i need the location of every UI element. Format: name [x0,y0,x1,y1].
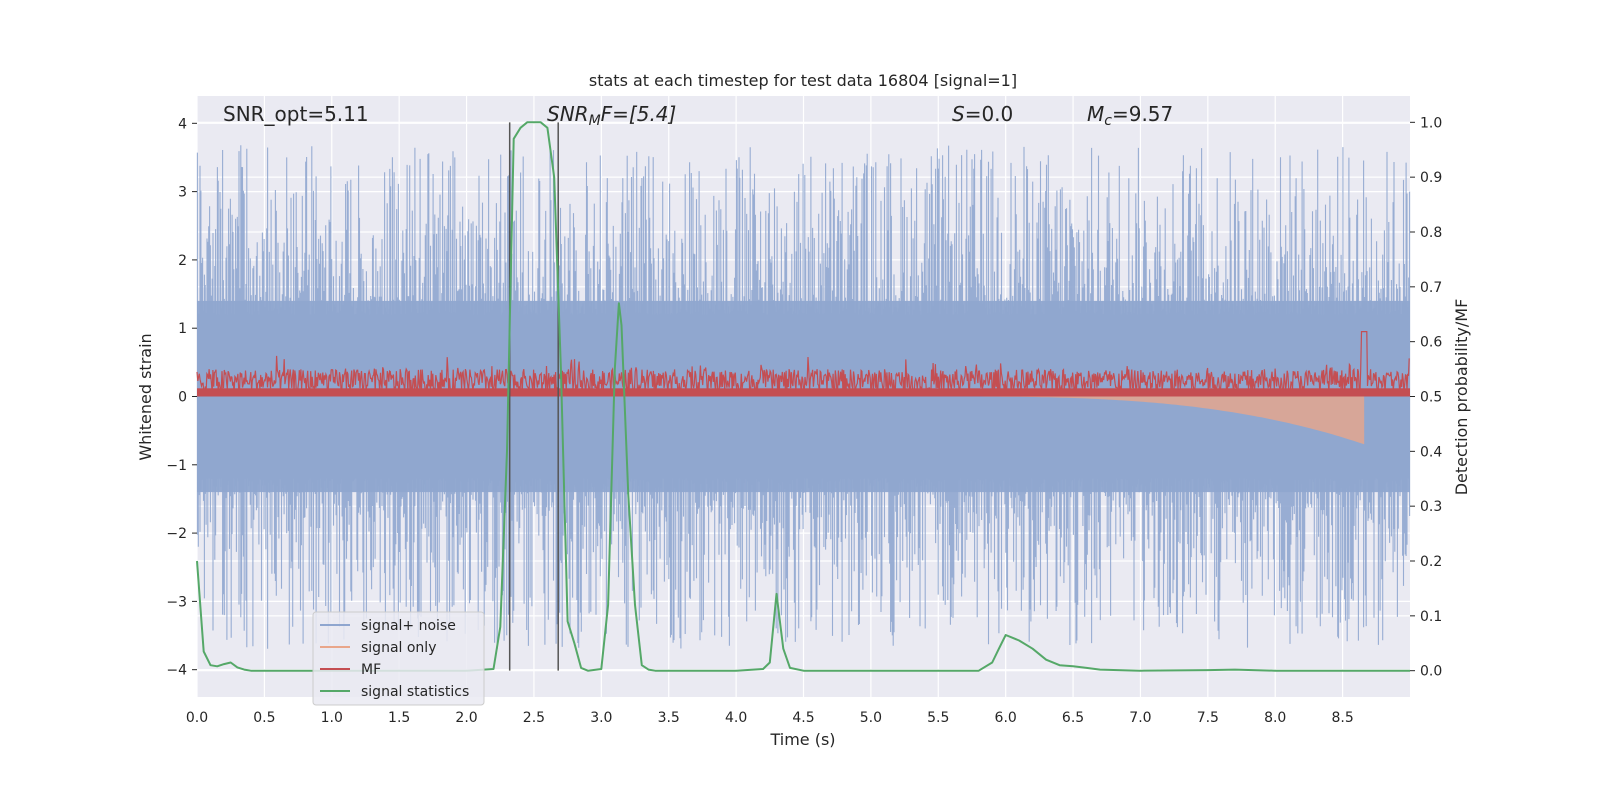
signal-only-trace [938,396,1365,445]
y-left-tick-label: −4 [166,663,187,679]
x-tick-label: 6.0 [995,710,1017,726]
y-left-tick-labels: 4 3 2 1 0 −1 −2 −3 −4 [166,116,197,679]
y-left-tick-label: 0 [178,390,187,406]
y-right-tick-label: 0.3 [1420,499,1442,515]
x-tick-label: 1.5 [388,710,410,726]
y-right-tick-label: 0.6 [1420,335,1442,351]
y-left-tick-label: 3 [178,185,187,201]
x-tick-label: 4.0 [725,710,747,726]
y-left-tick-label: 1 [178,321,187,337]
x-tick-label: 5.0 [860,710,882,726]
x-tick-label: 7.0 [1129,710,1151,726]
y-right-tick-labels: 1.0 0.9 0.8 0.7 0.6 0.5 0.4 0.3 0.2 0.1 0.0 [1410,115,1442,680]
y-left-tick-label: 4 [178,116,187,132]
window-markers [508,122,559,671]
x-tick-label: 7.5 [1197,710,1219,726]
y-right-tick-label: 0.8 [1420,225,1442,241]
x-tick-label: 1.0 [321,710,343,726]
y-left-tick-label: 2 [178,253,187,269]
y-right-tick-label: 0.5 [1420,390,1442,406]
legend-label-signal-noise: signal+ noise [361,618,456,634]
x-axis-label: Time (s) [769,730,835,749]
y-right-tick-label: 0.7 [1420,280,1442,296]
legend-box [312,611,485,706]
x-tick-label: 8.0 [1264,710,1286,726]
y-right-tick-label: 0.9 [1420,170,1442,186]
x-tick-label: 3.0 [590,710,612,726]
y-right-tick-label: 0.0 [1420,664,1442,680]
s-annotation: S=0.0 [952,102,1013,126]
x-tick-label: 2.0 [455,710,477,726]
legend: signal+ noise signal only MF signal stat… [312,611,485,706]
signal-only-series [938,396,1365,445]
y-left-tick-label: −1 [166,458,187,474]
y-left-tick-label: −3 [166,594,187,610]
x-tick-label: 4.5 [792,710,814,726]
x-tick-label: 0.5 [253,710,275,726]
y-right-tick-label: 0.1 [1420,609,1442,625]
x-tick-labels: 0.0 0.5 1.0 1.5 2.0 2.5 3.0 3.5 4.0 4.5 5.0 5.5 6.0 6… [186,710,1354,726]
y-right-tick-label: 0.4 [1420,444,1442,460]
x-tick-label: 0.0 [186,710,208,726]
y-left-axis-label: Whitened strain [136,333,155,460]
legend-label-signal-statistics: signal statistics [361,684,469,700]
snr-mf-annotation: SNRMF=[5.4] [547,102,676,129]
mc-annotation: Mc=9.57 [1087,102,1173,129]
y-right-tick-label: 1.0 [1420,115,1442,131]
mf-series [196,331,1410,397]
y-left-tick-label: −2 [166,526,187,542]
x-tick-label: 6.5 [1062,710,1084,726]
chart-title: stats at each timestep for test data 168… [589,71,1017,90]
mf-base [197,388,1410,397]
y-right-tick-label: 0.2 [1420,554,1442,570]
snr-opt-annotation: SNR_opt=5.11 [223,102,369,126]
legend-label-mf: MF [361,662,381,678]
x-tick-label: 8.5 [1331,710,1353,726]
x-tick-label: 5.5 [927,710,949,726]
legend-label-signal-only: signal only [361,640,436,656]
x-tick-label: 3.5 [658,710,680,726]
y-right-axis-label: Detection probability/MF [1452,299,1471,496]
x-tick-label: 2.5 [523,710,545,726]
